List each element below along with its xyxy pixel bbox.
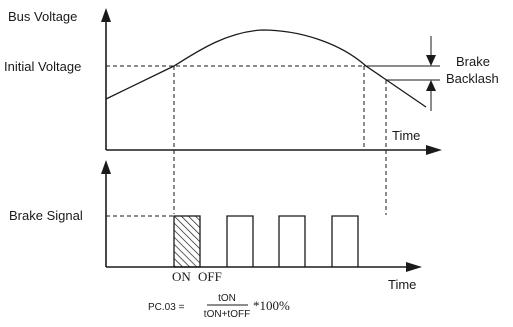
brake-pulse-4 [331, 215, 359, 267]
duty-cycle-formula: PC.03 = tON tON+tOFF *100% [148, 293, 290, 320]
top-chart: Bus Voltage Initial Voltage Time Brake B… [4, 8, 499, 155]
bus-voltage-curve [105, 29, 427, 108]
off-label: OFF [198, 269, 222, 284]
initial-voltage-label: Initial Voltage [4, 59, 81, 74]
bottom-chart: Brake Signal ON OFF Time [9, 160, 422, 292]
top-y-axis-arrow [101, 8, 111, 22]
brake-arrow-down-icon [426, 55, 436, 66]
formula-suffix: *100% [253, 298, 290, 313]
formula-denominator: tON+tOFF [204, 309, 250, 320]
top-y-axis-label: Bus Voltage [8, 9, 77, 24]
on-label: ON [172, 269, 191, 284]
brake-pulse-1-on [173, 215, 201, 268]
formula-lhs: PC.03 = [148, 302, 185, 313]
backlash-label: Backlash [446, 71, 499, 86]
brake-label: Brake [456, 54, 490, 69]
brake-pulse-2 [226, 215, 254, 267]
formula-numerator: tON [218, 293, 236, 304]
brake-arrow-up-icon [426, 80, 436, 91]
top-x-axis-arrow [426, 145, 442, 155]
bottom-x-axis-arrow [406, 262, 422, 272]
bottom-y-axis-arrow [101, 160, 111, 174]
brake-pulse-3 [278, 215, 306, 267]
bottom-x-axis-label: Time [388, 277, 416, 292]
bottom-y-axis-label: Brake Signal [9, 208, 83, 223]
top-x-axis-label: Time [392, 128, 420, 143]
